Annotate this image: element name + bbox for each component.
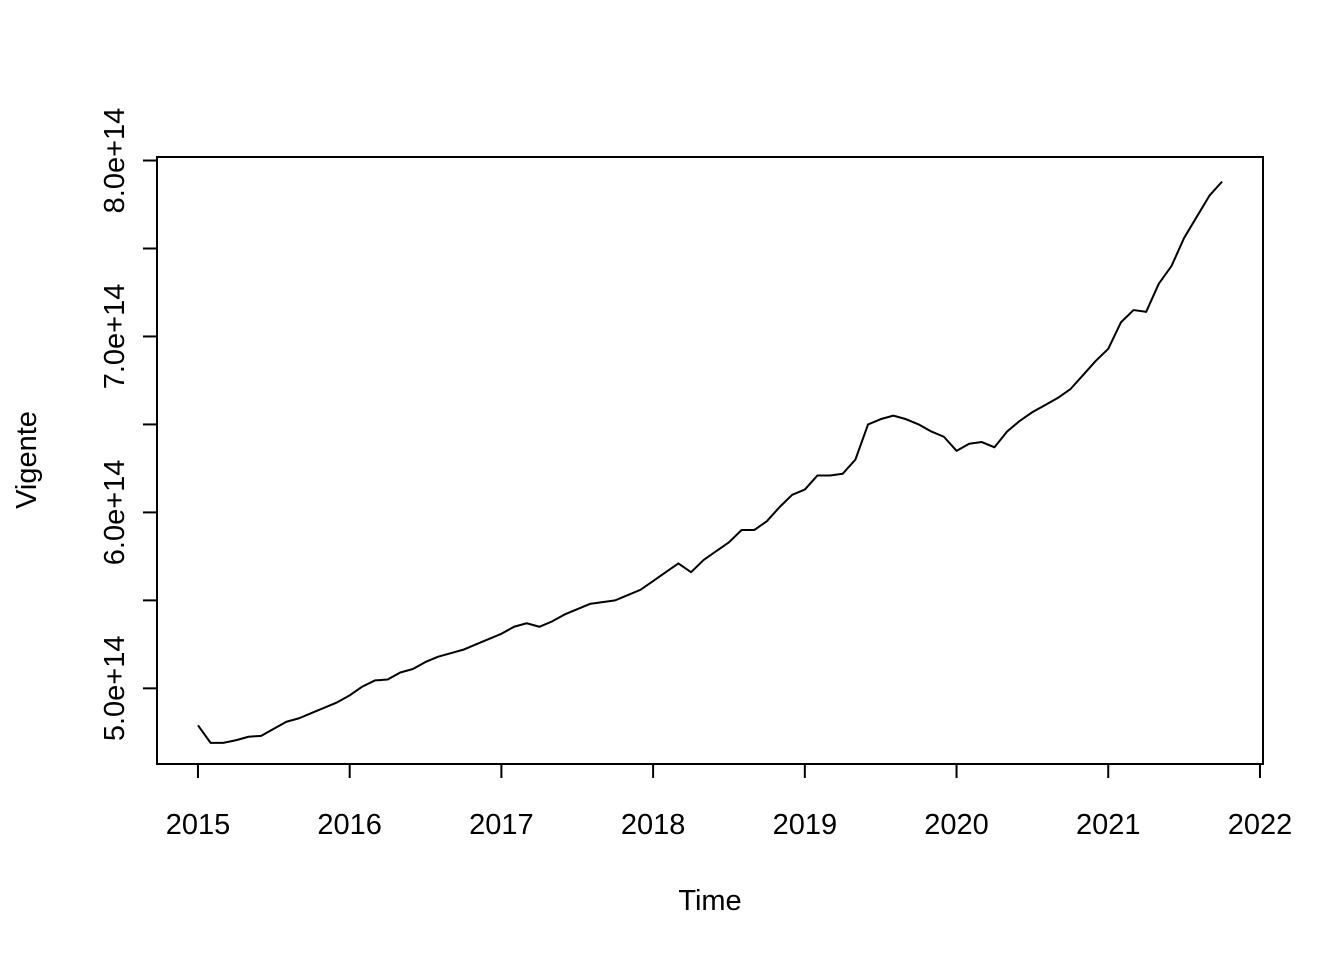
x-tick-label: 2015 (166, 809, 231, 841)
x-tick-label: 2017 (469, 809, 534, 841)
y-tick-label: 6.0e+14 (99, 460, 131, 566)
x-tick-label: 2020 (924, 809, 989, 841)
y-tick-label: 8.0e+14 (99, 108, 131, 214)
x-tick-label: 2016 (317, 809, 382, 841)
x-tick-label: 2021 (1076, 809, 1141, 841)
y-axis-title: Vigente (11, 411, 43, 509)
y-axis: 5.0e+14 6.0e+14 7.0e+14 8.0e+14 (99, 108, 158, 742)
x-tick-label: 2022 (1228, 809, 1293, 841)
x-axis-title: Time (678, 885, 741, 917)
plot-box (156, 156, 1264, 765)
x-tick-label: 2019 (773, 809, 838, 841)
series-line (197, 180, 1223, 744)
x-tick-label: 2018 (621, 809, 686, 841)
y-tick-label: 5.0e+14 (99, 636, 131, 742)
x-axis: 2015 2016 2017 2018 2019 2020 2021 2022 (166, 763, 1293, 841)
y-tick-label: 7.0e+14 (99, 284, 131, 390)
